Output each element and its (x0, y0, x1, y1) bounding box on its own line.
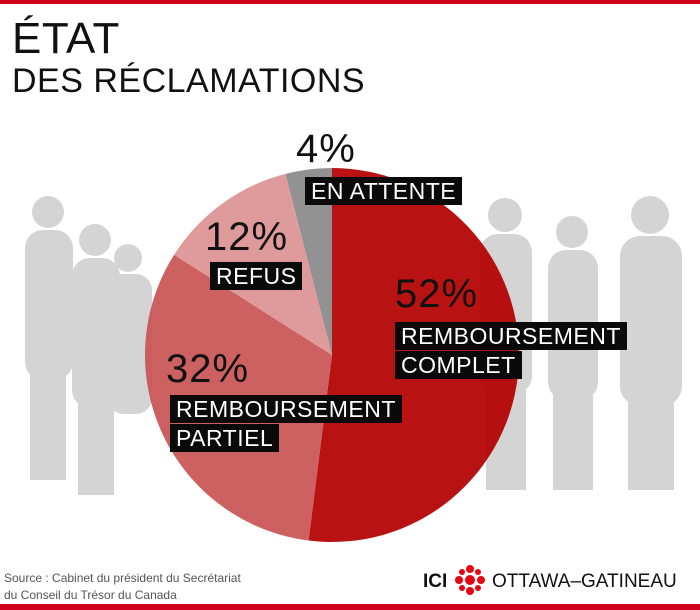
value-label: 12% (205, 215, 289, 259)
pie-slice (285, 168, 332, 355)
category-label: EN ATTENTE (305, 177, 505, 206)
logo-gem (455, 565, 485, 595)
label-text: REMBOURSEMENT COMPLET (395, 322, 627, 379)
value-label: 32% (166, 347, 250, 391)
value-label: 52% (395, 272, 479, 316)
category-label: REMBOURSEMENT COMPLET (395, 322, 645, 380)
logo-region: OTTAWA–GATINEAU (492, 571, 677, 592)
label-text: REMBOURSEMENT PARTIEL (170, 395, 402, 452)
category-label: REFUS (210, 262, 330, 291)
source: du Conseil du Trésor du Canada (4, 588, 177, 602)
silhouettes (25, 196, 682, 495)
bottom-rule (0, 604, 700, 610)
chart-title: ÉTAT (12, 14, 120, 63)
label-text: REFUS (210, 262, 303, 290)
logo-brand: ICI (423, 571, 447, 592)
chart-subtitle: DES RÉCLAMATIONS (12, 62, 366, 100)
label-text: EN ATTENTE (305, 177, 463, 205)
source: Source : Cabinet du président du Secréta… (4, 571, 241, 585)
category-label: REMBOURSEMENT PARTIEL (170, 395, 420, 453)
value-label: 4% (296, 127, 356, 171)
top-rule (0, 0, 700, 4)
